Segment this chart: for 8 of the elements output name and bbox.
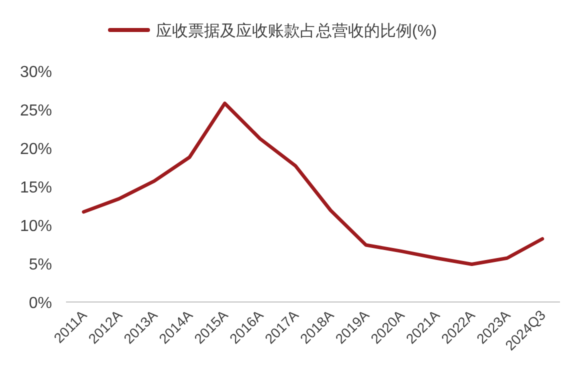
y-tick-label: 10%: [20, 218, 52, 235]
y-tick-label: 15%: [20, 180, 52, 196]
legend-label: 应收票据及应收账款占总营收的比例(%): [156, 22, 437, 40]
y-tick-label: 0%: [28, 295, 52, 312]
y-tick-label: 20%: [20, 141, 52, 158]
y-tick-label: 5%: [28, 256, 52, 274]
y-tick-label: 25%: [20, 102, 52, 120]
y-tick-label: 30%: [20, 64, 52, 81]
